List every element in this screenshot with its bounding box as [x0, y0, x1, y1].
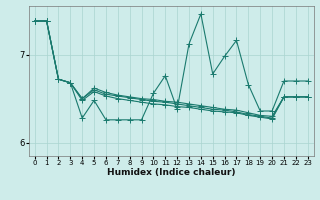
X-axis label: Humidex (Indice chaleur): Humidex (Indice chaleur)	[107, 168, 236, 177]
